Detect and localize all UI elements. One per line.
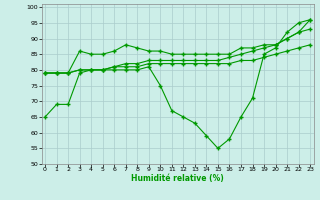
X-axis label: Humidité relative (%): Humidité relative (%): [131, 174, 224, 183]
